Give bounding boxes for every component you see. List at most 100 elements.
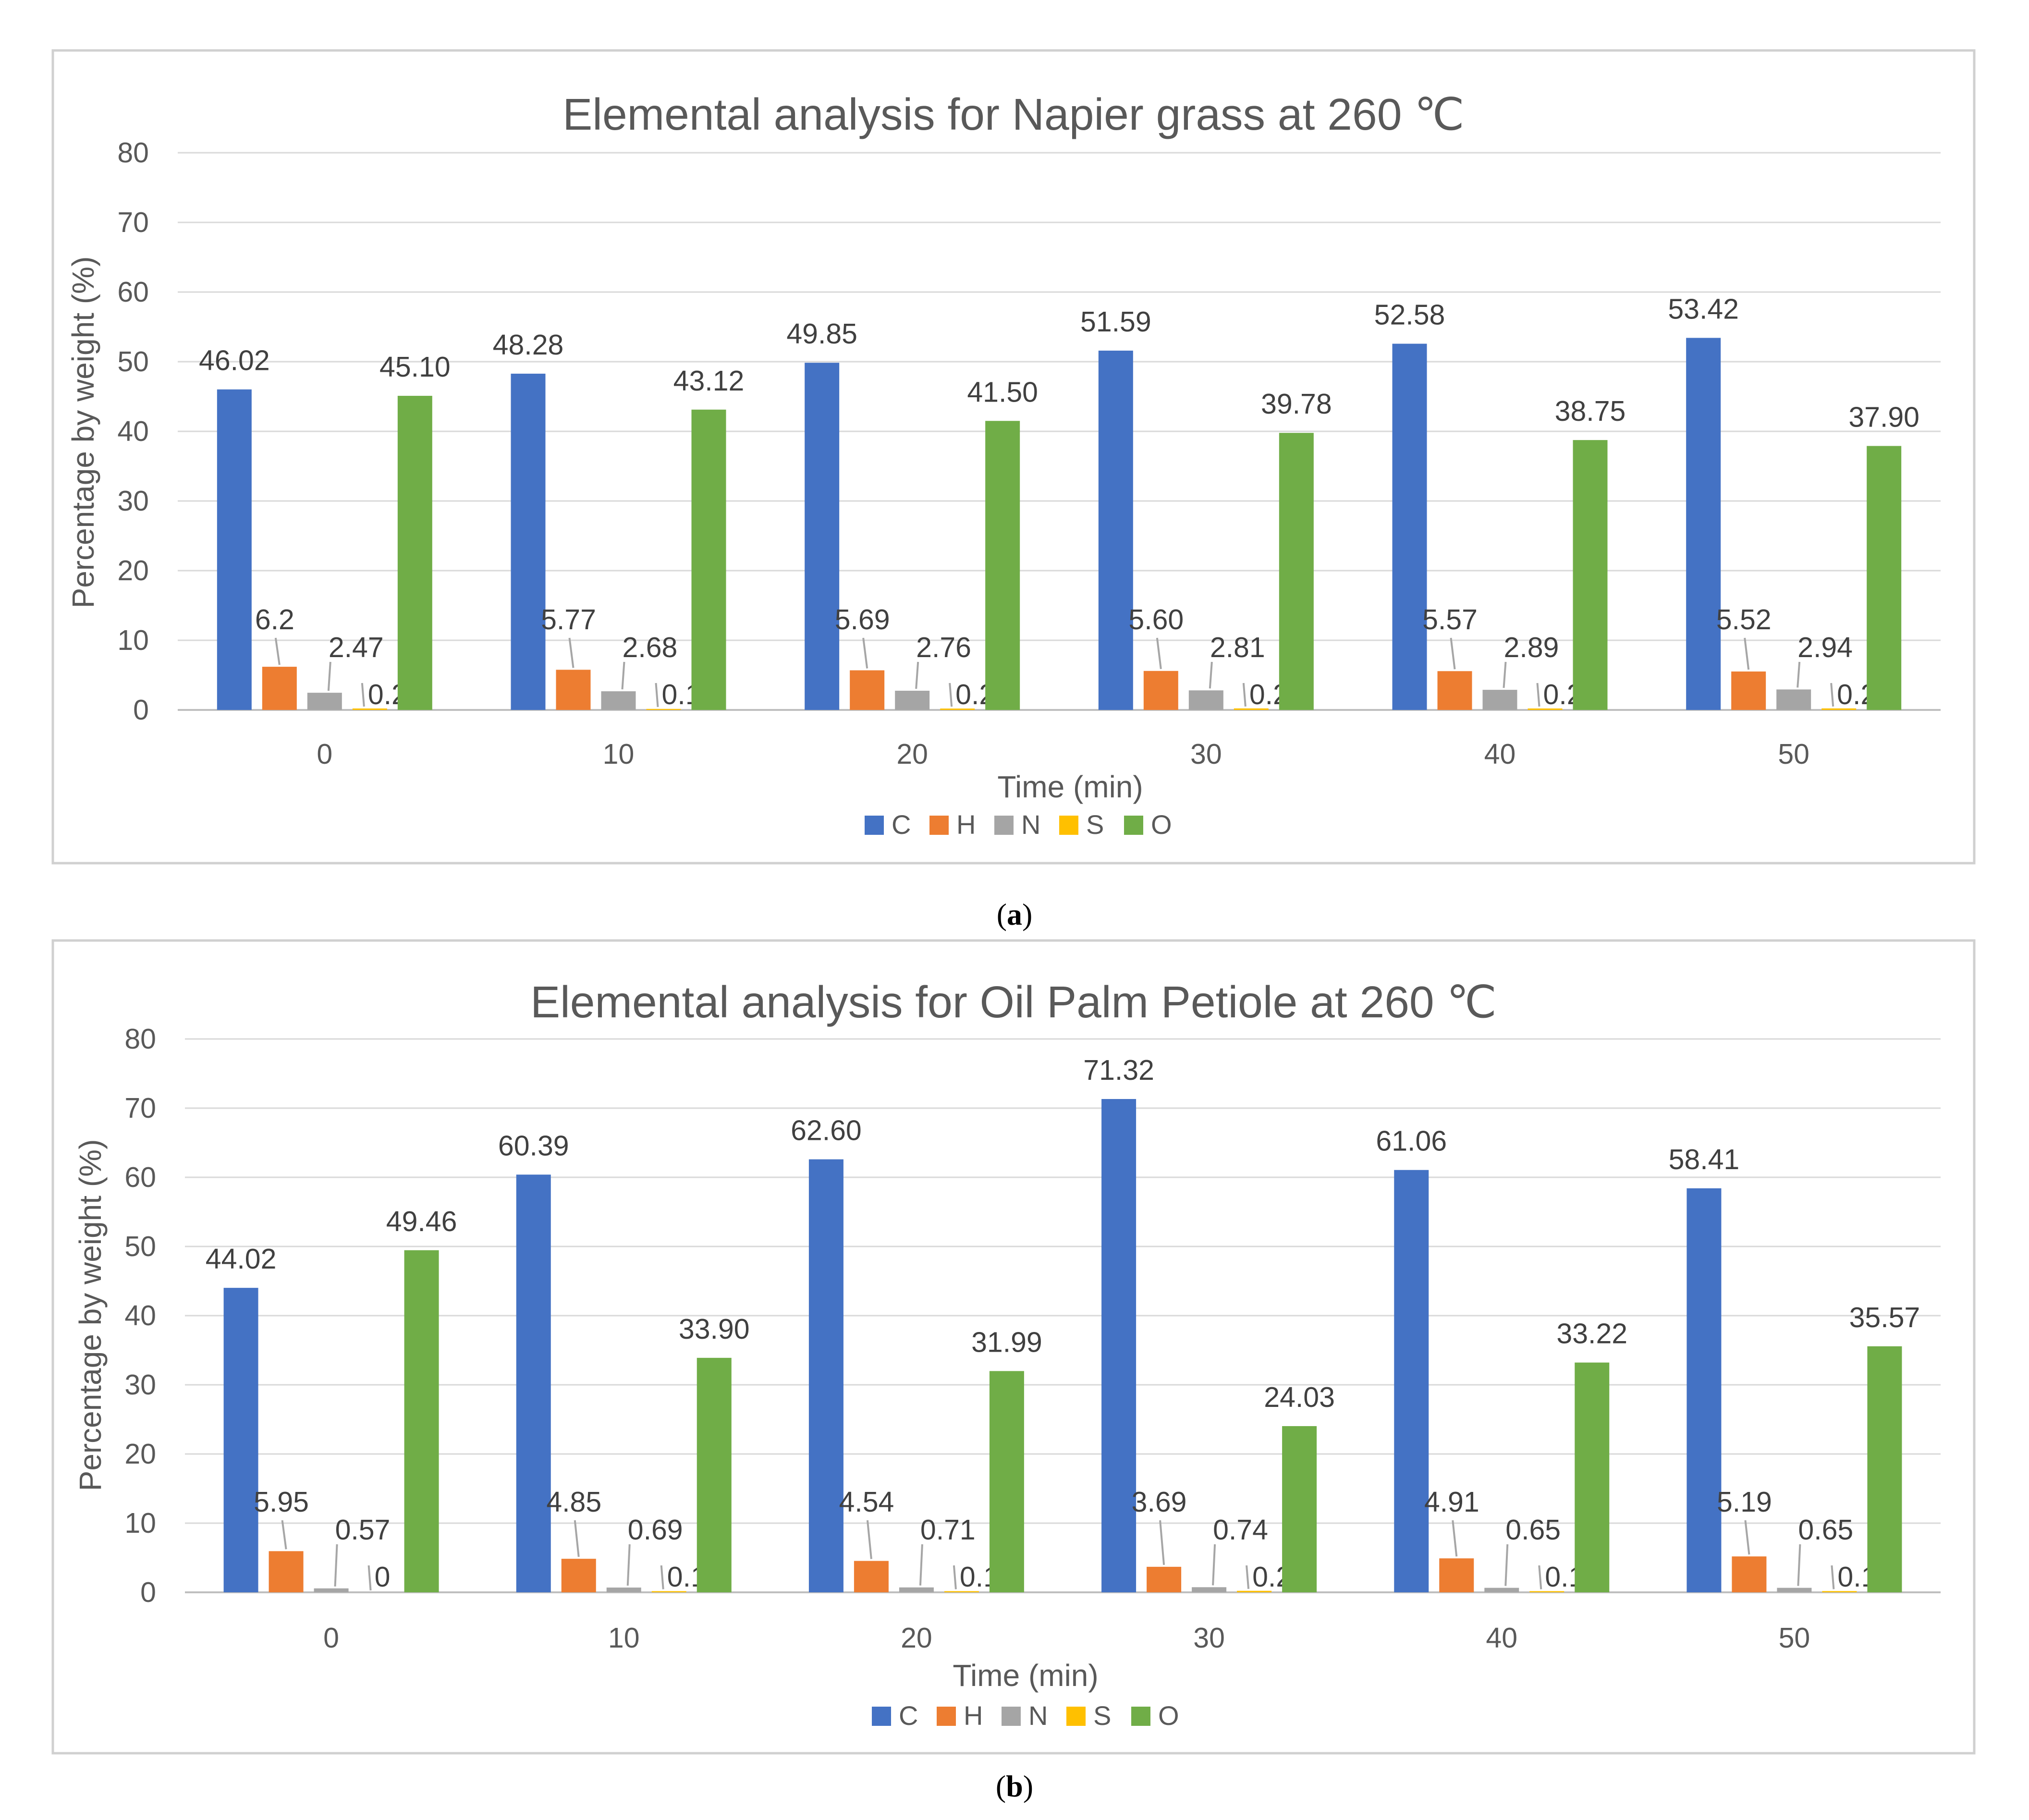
y-tick-label: 40 bbox=[124, 1300, 156, 1331]
data-label-N: 2.47 bbox=[329, 632, 384, 663]
bar-C bbox=[808, 1159, 843, 1592]
data-label-N: 0.57 bbox=[335, 1514, 391, 1546]
data-label-H: 5.77 bbox=[541, 604, 596, 635]
bar-S bbox=[1821, 708, 1857, 710]
y-tick-label: 30 bbox=[117, 485, 149, 517]
leader-line bbox=[281, 1520, 287, 1550]
data-label-N: 2.68 bbox=[623, 632, 678, 663]
leader-line bbox=[915, 661, 919, 689]
data-label-C: 71.32 bbox=[1083, 1054, 1154, 1086]
leader-line bbox=[1246, 1565, 1250, 1589]
data-label-N: 0.69 bbox=[628, 1514, 683, 1546]
bar-O bbox=[1867, 446, 1902, 710]
bar-O bbox=[691, 409, 726, 710]
legend-label-N: N bbox=[1021, 809, 1040, 840]
data-label-O: 31.99 bbox=[971, 1326, 1042, 1358]
legend-label-C: C bbox=[899, 1700, 918, 1731]
data-label-H: 4.91 bbox=[1424, 1486, 1479, 1518]
leader-line bbox=[1452, 1520, 1458, 1557]
data-label-C: 48.28 bbox=[493, 329, 564, 361]
data-label-C: 51.59 bbox=[1080, 306, 1151, 338]
bar-O bbox=[1573, 440, 1608, 710]
legend-swatch-N bbox=[1002, 1707, 1021, 1726]
caption-b: (b) bbox=[996, 1769, 1033, 1803]
data-label-O: 33.22 bbox=[1556, 1318, 1627, 1350]
x-tick-label: 10 bbox=[608, 1622, 640, 1654]
x-tick-label: 40 bbox=[1484, 738, 1516, 770]
bar-S bbox=[651, 1591, 686, 1592]
leader-line bbox=[367, 1565, 372, 1591]
leader-line bbox=[621, 661, 625, 690]
data-label-O: 24.03 bbox=[1264, 1381, 1335, 1413]
bar-H bbox=[1437, 671, 1472, 710]
legend-label-C: C bbox=[892, 809, 911, 840]
data-label-N: 2.76 bbox=[916, 632, 971, 663]
data-label-C: 58.41 bbox=[1669, 1144, 1740, 1175]
bar-C bbox=[217, 389, 252, 710]
chart-panel-b: Elemental analysis for Oil Palm Petiole … bbox=[51, 939, 1976, 1755]
data-label-C: 53.42 bbox=[1668, 293, 1739, 325]
bar-C bbox=[223, 1288, 258, 1592]
bar-H bbox=[561, 1559, 596, 1592]
data-label-C: 49.85 bbox=[786, 318, 857, 350]
bar-H bbox=[854, 1561, 889, 1592]
data-label-N: 0.65 bbox=[1505, 1514, 1561, 1546]
leader-line bbox=[953, 1565, 957, 1589]
bar-C bbox=[516, 1174, 551, 1592]
data-label-O: 38.75 bbox=[1555, 395, 1626, 427]
bar-O bbox=[985, 421, 1020, 710]
x-tick-label: 20 bbox=[896, 738, 928, 770]
legend-swatch-C bbox=[865, 816, 884, 835]
data-label-C: 44.02 bbox=[206, 1243, 277, 1275]
chart-frame bbox=[51, 939, 1976, 1755]
legend-label-S: S bbox=[1086, 809, 1104, 840]
leader-line bbox=[1536, 683, 1540, 707]
leader-line bbox=[1744, 1520, 1750, 1555]
bar-O bbox=[989, 1371, 1024, 1592]
legend-label-H: H bbox=[964, 1700, 983, 1731]
data-label-O: 39.78 bbox=[1261, 388, 1332, 420]
bar-O bbox=[697, 1357, 732, 1592]
data-label-N: 2.81 bbox=[1210, 632, 1265, 663]
bar-N bbox=[1777, 1588, 1812, 1592]
bar-C bbox=[805, 363, 840, 710]
data-label-C: 46.02 bbox=[199, 345, 270, 377]
leader-line bbox=[274, 637, 281, 665]
x-tick-label: 30 bbox=[1190, 738, 1222, 770]
leader-line bbox=[919, 1544, 923, 1586]
bar-C bbox=[1686, 338, 1721, 710]
leader-line bbox=[1830, 683, 1834, 707]
leader-line bbox=[1831, 1565, 1835, 1589]
bar-H bbox=[262, 667, 297, 710]
leader-line bbox=[660, 1565, 664, 1589]
leader-line bbox=[1744, 637, 1750, 670]
y-axis-title: Percentage by weight (%) bbox=[73, 1139, 108, 1491]
bar-S bbox=[352, 708, 387, 710]
data-label-C: 60.39 bbox=[498, 1130, 569, 1161]
data-label-C: 52.58 bbox=[1374, 299, 1445, 331]
legend-label-O: O bbox=[1151, 809, 1172, 840]
data-label-N: 0.65 bbox=[1798, 1514, 1853, 1546]
x-tick-label: 0 bbox=[317, 738, 332, 770]
data-label-C: 62.60 bbox=[791, 1115, 862, 1147]
bar-C bbox=[1098, 350, 1133, 710]
bar-S bbox=[1234, 708, 1269, 710]
leader-line bbox=[1797, 1544, 1801, 1586]
x-tick-label: 50 bbox=[1779, 1622, 1810, 1654]
data-label-O: 45.10 bbox=[379, 351, 451, 383]
y-tick-label: 0 bbox=[140, 1576, 156, 1608]
bar-S bbox=[1528, 708, 1563, 710]
data-label-H: 5.57 bbox=[1422, 604, 1478, 635]
legend-swatch-H bbox=[937, 1707, 956, 1726]
data-label-O: 41.50 bbox=[967, 376, 1038, 408]
bar-C bbox=[511, 373, 546, 710]
y-tick-label: 10 bbox=[117, 624, 149, 656]
bar-C bbox=[1101, 1099, 1137, 1592]
x-tick-label: 20 bbox=[901, 1622, 932, 1654]
x-tick-label: 40 bbox=[1486, 1622, 1517, 1654]
bar-N bbox=[1192, 1587, 1227, 1592]
y-tick-label: 20 bbox=[117, 555, 149, 586]
legend-swatch-O bbox=[1124, 816, 1143, 835]
y-tick-label: 30 bbox=[124, 1369, 156, 1401]
